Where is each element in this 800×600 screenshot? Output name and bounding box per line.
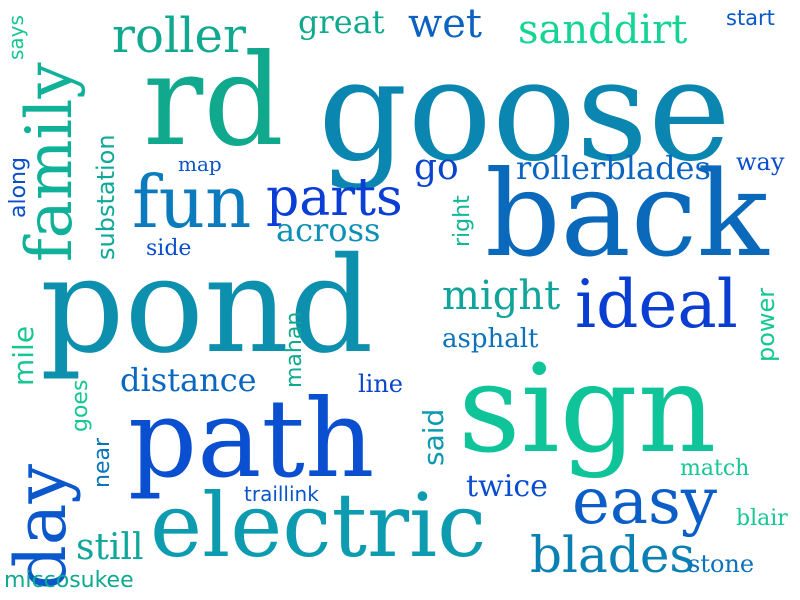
word-distance: distance bbox=[120, 361, 257, 399]
word-start: start bbox=[726, 6, 775, 30]
word-power: power bbox=[752, 287, 780, 362]
word-mile: mile bbox=[7, 325, 40, 386]
word-path: path bbox=[128, 377, 375, 502]
word-side: side bbox=[146, 236, 192, 261]
word-blair: blair bbox=[736, 506, 788, 531]
word-along: along bbox=[6, 157, 31, 218]
word-great: great bbox=[298, 3, 385, 41]
word-substation: substation bbox=[92, 134, 120, 260]
word-near: near bbox=[90, 437, 115, 488]
word-rollerblades: rollerblades bbox=[516, 149, 711, 187]
word-roller: roller bbox=[112, 8, 246, 64]
word-said: said bbox=[417, 408, 450, 466]
word-rd: rd bbox=[143, 27, 284, 174]
word-back: back bbox=[485, 145, 769, 283]
word-pond: pond bbox=[40, 229, 374, 383]
word-parts: parts bbox=[266, 168, 403, 228]
word-line: line bbox=[358, 370, 404, 398]
word-stone: stone bbox=[688, 550, 755, 578]
word-sanddirt: sanddirt bbox=[518, 7, 688, 53]
word-ideal: ideal bbox=[575, 266, 738, 343]
word-easy: easy bbox=[572, 465, 718, 539]
word-still: still bbox=[76, 527, 144, 568]
word-miccosukee: miccosukee bbox=[4, 568, 134, 593]
word-twice: twice bbox=[466, 469, 548, 504]
word-right: right bbox=[450, 195, 475, 247]
word-asphalt: asphalt bbox=[442, 324, 539, 354]
word-goose: goose bbox=[318, 30, 731, 193]
word-fun: fun bbox=[132, 160, 252, 244]
word-across: across bbox=[276, 211, 381, 249]
word-go: go bbox=[414, 147, 459, 188]
word-wet: wet bbox=[408, 1, 482, 47]
word-match: match bbox=[680, 456, 750, 481]
word-way: way bbox=[736, 148, 785, 176]
word-says: says bbox=[4, 15, 28, 60]
word-mahan: mahan bbox=[282, 311, 307, 388]
word-might: might bbox=[442, 273, 561, 319]
word-traillink: traillink bbox=[244, 482, 319, 506]
word-goes: goes bbox=[68, 379, 93, 432]
word-blades: blades bbox=[530, 526, 696, 584]
word-electric: electric bbox=[150, 474, 487, 577]
word-sign: sign bbox=[458, 338, 717, 480]
word-map: map bbox=[178, 152, 222, 176]
